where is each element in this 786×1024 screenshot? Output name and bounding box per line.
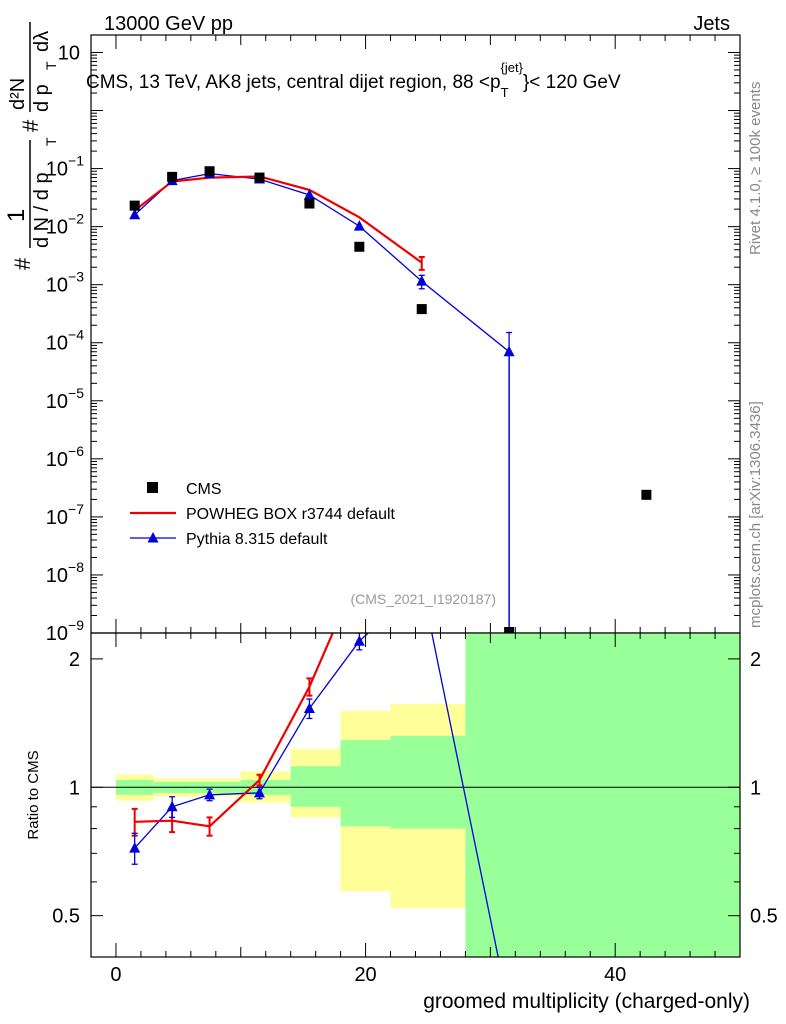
- y-tick-label: 10−4: [46, 327, 84, 355]
- svg-text:d p: d p: [31, 84, 53, 112]
- ratio-y-tick-label-right: 0.5: [750, 906, 778, 928]
- error-bar: [206, 816, 213, 837]
- pythia-point: [503, 345, 515, 357]
- svg-text:d N / d p: d N / d p: [31, 172, 53, 248]
- y-tick-label: 10−2: [46, 211, 84, 239]
- uncertainty-band-green: [390, 735, 466, 829]
- cms-point: [129, 200, 140, 211]
- svg-text:dλ: dλ: [31, 31, 53, 52]
- error-bar: [506, 331, 513, 632]
- cms-point: [354, 241, 365, 252]
- svg-text:#: #: [18, 119, 43, 132]
- x-tick-label: 20: [354, 964, 376, 986]
- ratio-y-tick-label: 0.5: [52, 906, 80, 928]
- ratio-y-tick-label-right: 2: [750, 649, 761, 671]
- pythia-ratio-line: [134, 633, 499, 957]
- cms-point: [416, 304, 427, 315]
- cms-point: [504, 627, 515, 633]
- pythia-point: [353, 220, 365, 231]
- uncertainty-band-green: [340, 740, 391, 827]
- uncertainty-band-green: [465, 633, 740, 957]
- pythia-ratio-point: [353, 635, 365, 646]
- svg-text:1: 1: [3, 209, 30, 222]
- pythia-ratio-point: [303, 702, 315, 714]
- y-tick-label: 10−6: [46, 443, 84, 471]
- main-ylabel: # 1 d N / d p T # d²N d p T dλ: [3, 22, 59, 270]
- powheg-line: [134, 175, 423, 264]
- y-tick-label: 10−5: [46, 385, 84, 413]
- svg-text:d²N: d²N: [7, 78, 29, 110]
- analysis-tag: (CMS_2021_I1920187): [350, 591, 496, 607]
- ratio-ylabel: Ratio to CMS: [25, 750, 42, 839]
- pythia-ratio-point: [166, 800, 178, 812]
- pythia-point: [303, 189, 315, 200]
- legend-entry: Pythia 8.315 default: [186, 531, 328, 548]
- x-tick-label: 40: [604, 964, 626, 986]
- svg-text:T: T: [43, 137, 59, 146]
- svg-text:#: #: [10, 257, 35, 270]
- pythia-line: [134, 172, 510, 353]
- x-tick-label: 0: [110, 964, 121, 986]
- error-bar: [418, 255, 425, 271]
- y-tick-label: 10: [58, 42, 80, 64]
- cms-point: [167, 171, 178, 182]
- cms-point: [204, 166, 215, 177]
- legend-entry: CMS: [186, 481, 222, 498]
- pythia-ratio-point: [204, 788, 216, 800]
- pythia-ratio-point: [253, 786, 265, 798]
- uncertainty-band-green: [290, 766, 341, 807]
- legend-cms-marker: [147, 482, 158, 493]
- x-axis-label: groomed multiplicity (charged-only): [423, 990, 750, 1013]
- legend-pythia-marker: [147, 532, 159, 543]
- cms-point: [254, 172, 265, 183]
- energy-label: 13000 GeV pp: [104, 13, 233, 35]
- cms-point: [641, 489, 652, 500]
- legend-entry: POWHEG BOX r3744 default: [186, 506, 396, 523]
- cms-point: [304, 198, 315, 209]
- ratio-y-tick-label: 2: [69, 649, 80, 671]
- error-bar: [306, 677, 313, 697]
- ratio-y-tick-label: 1: [69, 777, 80, 799]
- y-tick-label: 10−3: [46, 269, 84, 297]
- y-tick-label: 10−7: [46, 501, 84, 529]
- pythia-ratio-point: [129, 842, 141, 853]
- category-label: Jets: [693, 13, 730, 35]
- main-title: CMS, 13 TeV, AK8 jets, central dijet reg…: [86, 60, 621, 100]
- rivet-version-label: Rivet 4.1.0, ≥ 100k events: [747, 82, 764, 255]
- pythia-point: [416, 275, 428, 286]
- pythia-point: [129, 208, 141, 220]
- mcplots-label: mcplots.cern.ch [arXiv:1306.3436]: [747, 401, 764, 628]
- y-tick-label: 10−8: [46, 559, 84, 587]
- powheg-ratio-line: [134, 633, 334, 828]
- ratio-y-tick-label-right: 1: [750, 777, 761, 799]
- error-bar: [256, 773, 263, 787]
- y-tick-label: 10−9: [46, 617, 84, 645]
- y-tick-label: 10−1: [46, 153, 84, 181]
- svg-text:T: T: [43, 61, 59, 70]
